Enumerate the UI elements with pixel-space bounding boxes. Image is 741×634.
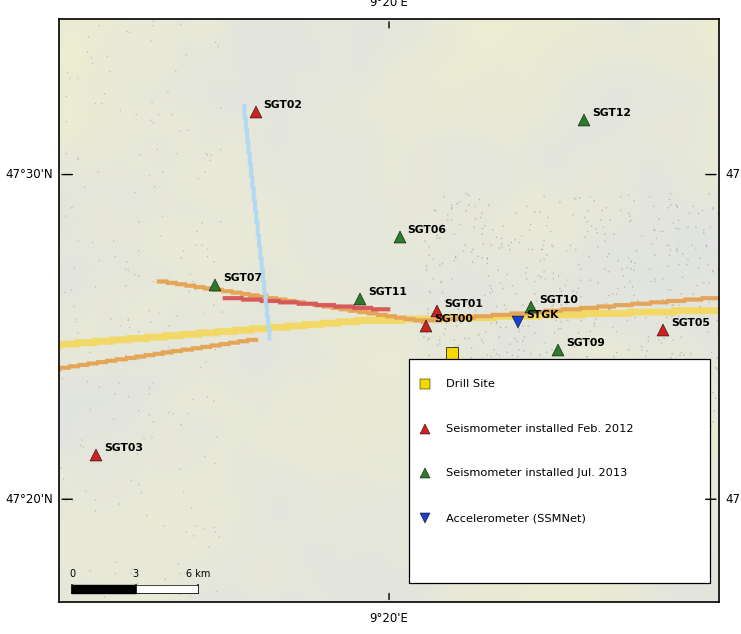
Text: 47°30'N: 47°30'N — [725, 168, 741, 181]
Text: Seismometer installed Jul. 2013: Seismometer installed Jul. 2013 — [446, 469, 627, 478]
Text: 3: 3 — [133, 569, 139, 579]
FancyBboxPatch shape — [409, 359, 710, 583]
Text: SGT08: SGT08 — [423, 431, 462, 441]
Text: Seismometer installed Feb. 2012: Seismometer installed Feb. 2012 — [446, 424, 634, 434]
Text: Accelerometer (SSMNet): Accelerometer (SSMNet) — [446, 513, 585, 523]
Text: Drill Site: Drill Site — [446, 379, 494, 389]
Text: SGT07: SGT07 — [223, 273, 262, 283]
Text: 47°20'N: 47°20'N — [5, 493, 53, 506]
Text: 9°20'E: 9°20'E — [370, 0, 408, 10]
Text: SGT10: SGT10 — [539, 295, 578, 305]
Text: SGT01: SGT01 — [445, 299, 483, 309]
Text: 0: 0 — [70, 569, 76, 579]
Text: 47°30'N: 47°30'N — [5, 168, 53, 181]
Text: SGT11: SGT11 — [368, 287, 407, 297]
Text: 6 km: 6 km — [185, 569, 210, 579]
Text: SGT03: SGT03 — [104, 443, 143, 453]
Text: 9°20'E: 9°20'E — [370, 612, 408, 625]
Text: SGT09: SGT09 — [566, 337, 605, 347]
Text: SGT06: SGT06 — [408, 225, 447, 235]
Text: SGT05: SGT05 — [671, 318, 710, 328]
Text: SGT04: SGT04 — [473, 548, 513, 557]
Text: SGT00: SGT00 — [434, 314, 473, 324]
Text: SGT12: SGT12 — [592, 108, 631, 118]
Text: STGK: STGK — [526, 311, 559, 320]
Text: 47°20'N: 47°20'N — [725, 493, 741, 506]
Text: SGT02: SGT02 — [264, 100, 303, 110]
